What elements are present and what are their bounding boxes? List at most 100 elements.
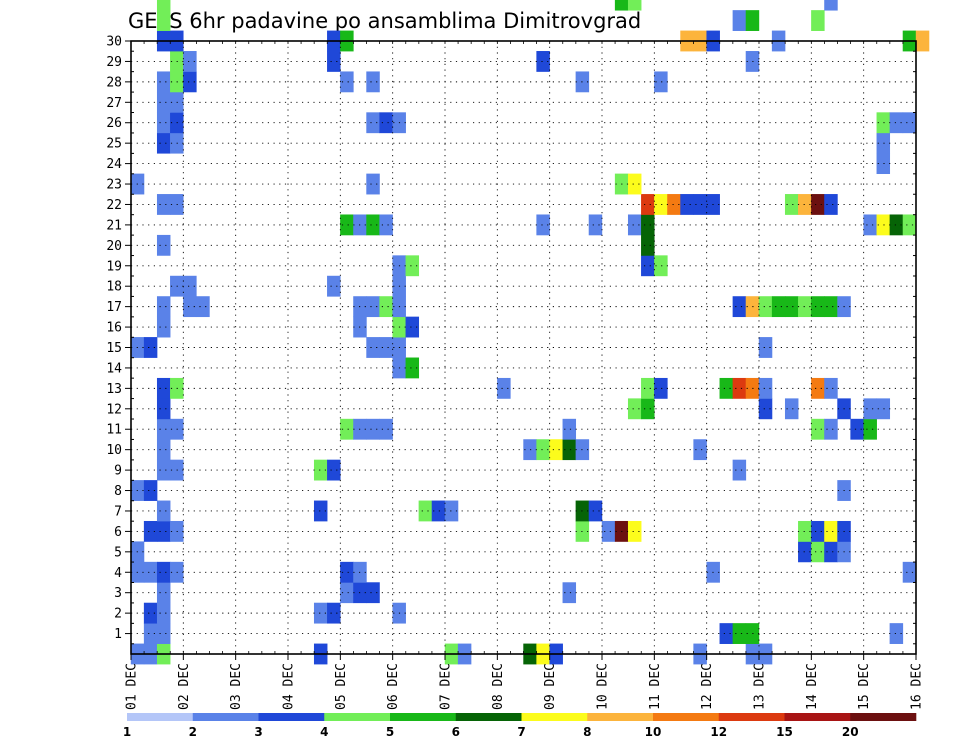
- heatmap-cell: [366, 418, 380, 440]
- colorbar-swatch: [784, 713, 851, 721]
- heatmap-cell: [156, 418, 171, 440]
- heatmap-cell: [143, 337, 158, 358]
- heatmap-cell: [156, 459, 171, 481]
- y-tick-label: 9: [114, 464, 122, 479]
- heatmap-cell: [732, 377, 747, 399]
- heatmap-cell: [183, 51, 197, 72]
- heatmap-cell: [156, 71, 171, 93]
- heatmap-cell: [405, 316, 420, 338]
- colorbar-label: 8: [583, 725, 591, 739]
- colorbar-label: 3: [254, 725, 262, 739]
- heatmap-cell: [562, 439, 577, 461]
- heatmap-cell: [366, 296, 380, 318]
- heatmap-cell: [824, 194, 838, 215]
- heatmap-cell: [902, 561, 917, 583]
- heatmap-cell: [156, 316, 171, 338]
- heatmap-cell: [811, 194, 825, 215]
- heatmap-cell: [366, 112, 380, 134]
- heatmap-cell: [654, 194, 668, 215]
- heatmap-cell: [758, 296, 773, 318]
- heatmap-cell: [497, 377, 511, 399]
- heatmap-cell: [379, 296, 393, 318]
- heatmap-cell: [143, 623, 158, 644]
- heatmap-cell: [693, 194, 707, 215]
- chart-title: GEFS 6hr padavine po ansamblima Dimitrov…: [128, 9, 641, 33]
- heatmap-cell: [536, 439, 550, 461]
- y-tick-label: 27: [106, 96, 122, 111]
- heatmap-cell: [641, 255, 655, 277]
- heatmap-cell: [641, 377, 655, 399]
- y-tick-label: 6: [114, 525, 122, 540]
- x-tick-label: 16 DEC: [910, 663, 925, 710]
- heatmap-cell: [313, 602, 328, 624]
- heatmap-cell: [418, 500, 433, 522]
- heatmap-cell: [915, 30, 930, 52]
- heatmap-cell: [366, 71, 380, 93]
- x-tick-label: 08 DEC: [491, 663, 506, 710]
- heatmap-cell: [824, 0, 838, 11]
- heatmap-cell: [902, 112, 917, 134]
- heatmap-cell: [627, 0, 642, 11]
- y-tick-label: 7: [114, 504, 122, 519]
- heatmap-cell: [680, 194, 694, 215]
- heatmap-cell: [183, 71, 197, 93]
- x-axis: 01 DEC 02 DEC 03 DEC 04 DEC 05 DEC 06 DEC 07 D…: [125, 41, 925, 710]
- heatmap-cell: [863, 398, 877, 420]
- heatmap-cell: [667, 194, 681, 215]
- heatmap-cell: [156, 623, 171, 644]
- y-tick-label: 3: [114, 586, 122, 601]
- heatmap-cell: [143, 480, 158, 501]
- colorbar-label: 15: [776, 725, 793, 739]
- y-tick-label: 19: [106, 259, 122, 274]
- heatmap-cell: [183, 296, 197, 318]
- colorbar-swatch: [127, 713, 194, 721]
- heatmap-cell: [732, 623, 747, 644]
- heatmap-cell: [156, 582, 171, 604]
- heatmap-cell: [824, 296, 838, 318]
- heatmap-cell: [863, 418, 877, 440]
- heatmap-cell: [156, 10, 171, 31]
- heatmap-cell: [340, 214, 354, 236]
- heatmap-cell: [811, 10, 825, 31]
- colorbar-swatch: [192, 713, 259, 721]
- y-tick-label: 20: [106, 239, 122, 254]
- heatmap-cell: [327, 459, 341, 481]
- x-tick-label: 01 DEC: [125, 663, 140, 710]
- heatmap-cell: [379, 214, 393, 236]
- heatmap-cell: [366, 173, 380, 195]
- heatmap-cell: [156, 500, 171, 522]
- x-tick-label: 09 DEC: [543, 663, 558, 710]
- heatmap-cell: [824, 541, 838, 563]
- heatmap-cell: [444, 500, 459, 522]
- y-tick-label: 8: [114, 484, 122, 499]
- y-tick-label: 2: [114, 607, 122, 622]
- heatmap-cell: [156, 520, 171, 542]
- heatmap-cell: [366, 337, 380, 358]
- heatmap-cell: [156, 377, 171, 399]
- heatmap-cell: [719, 377, 734, 399]
- heatmap-cell: [327, 602, 341, 624]
- heatmap-cell: [758, 337, 773, 358]
- x-tick-label: 12 DEC: [700, 663, 715, 710]
- heatmap-cell: [824, 520, 838, 542]
- colorbar-swatch: [455, 713, 522, 721]
- colorbar-swatch: [324, 713, 391, 721]
- heatmap-cell: [366, 582, 380, 604]
- heatmap-cell: [732, 296, 747, 318]
- heatmap-cell: [313, 500, 328, 522]
- heatmap-cell: [641, 398, 655, 420]
- y-tick-label: 16: [106, 321, 122, 336]
- heatmap-cell: [588, 214, 603, 236]
- x-tick-label: 05 DEC: [334, 663, 349, 710]
- y-tick-label: 5: [114, 545, 122, 560]
- heatmap-cell: [889, 214, 904, 236]
- x-tick-label: 03 DEC: [229, 663, 244, 710]
- y-tick-label: 1: [114, 627, 122, 642]
- heatmap-cell: [379, 337, 393, 358]
- y-tick-label: 12: [106, 402, 122, 417]
- heatmap-cell: [811, 541, 825, 563]
- x-tick-label: 11 DEC: [648, 663, 663, 710]
- heatmap-cell: [614, 0, 629, 11]
- heatmap-cell: [824, 418, 838, 440]
